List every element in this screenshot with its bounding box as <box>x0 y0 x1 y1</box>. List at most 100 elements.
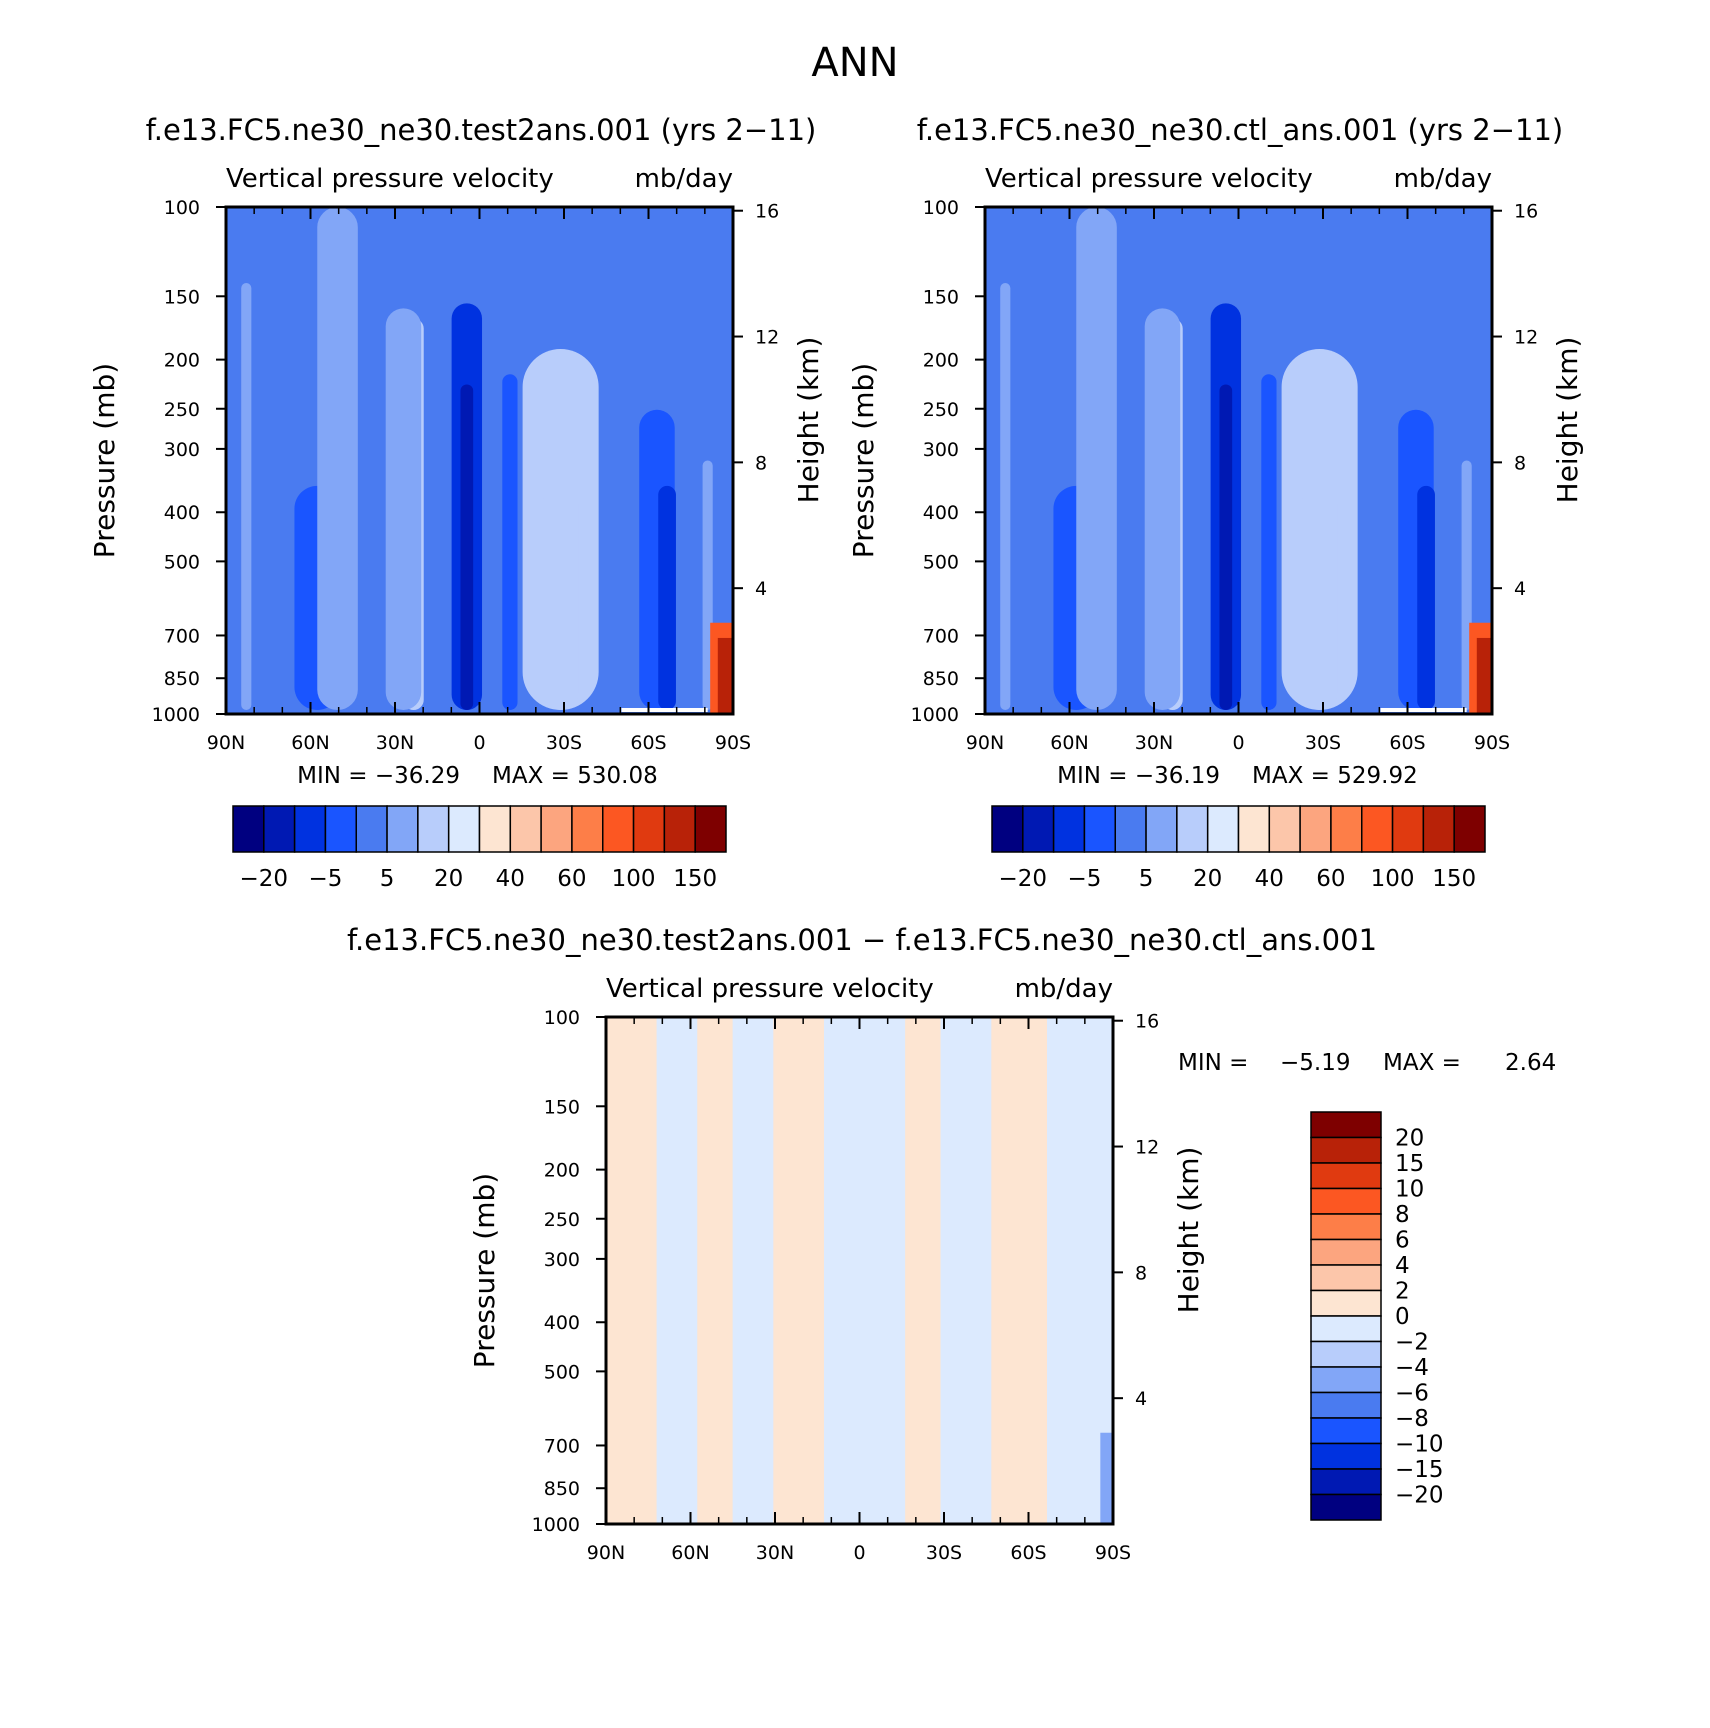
colorbar-label: −4 <box>1395 1355 1429 1381</box>
y-tick-label: 100 <box>164 197 200 219</box>
max-label: MAX = <box>1383 1050 1461 1076</box>
colorbar-swatch <box>417 805 450 853</box>
panel-subtitle-variable: Vertical pressure velocity <box>985 164 1313 194</box>
colorbar-swatch <box>1083 805 1116 853</box>
contour-fill-band <box>1380 708 1467 712</box>
y-axis-label: Pressure (mb) <box>88 363 121 558</box>
colorbar-label: 60 <box>1316 866 1345 892</box>
x-tick-label: 30N <box>376 732 414 754</box>
colorbar-swatch <box>632 805 666 853</box>
max-label: MAX = 530.08 <box>492 763 658 789</box>
contour-fill-band <box>1076 207 1117 710</box>
colorbar-label: −20 <box>999 866 1048 892</box>
y-axis: 100 150 200 250 300 400 500 700 850 1000 Pressure … <box>468 1007 606 1536</box>
y2-tick-label: 12 <box>755 327 779 349</box>
contour-field <box>985 207 1492 714</box>
colorbar-label: 20 <box>434 866 463 892</box>
colorbar-swatch <box>1310 1391 1382 1419</box>
max-label: MAX = 529.92 <box>1252 763 1418 789</box>
colorbar-swatch <box>1361 805 1394 853</box>
colorbar-swatch <box>1422 805 1455 853</box>
panel-subtitle-units: mb/day <box>635 164 733 194</box>
colorbar-swatch <box>1145 805 1178 853</box>
y-tick-label: 1000 <box>152 704 200 726</box>
contour-fill-band <box>542 485 579 710</box>
colorbar-swatch <box>1310 1213 1382 1241</box>
contour-fill-band <box>1000 283 1011 710</box>
panel-title: f.e13.FC5.ne30_ne30.test2ans.001 (yrs 2−… <box>146 113 817 147</box>
contour-fill-band <box>697 1017 733 1524</box>
panel-test: f.e13.FC5.ne30_ne30.test2ans.001 (yrs 2−… <box>88 113 825 892</box>
colorbar-label: 150 <box>673 866 717 892</box>
y2-tick-label: 8 <box>1514 452 1526 474</box>
colorbar-label: 10 <box>1395 1177 1424 1203</box>
contour-fill-band <box>1219 384 1233 710</box>
y-tick-label: 250 <box>164 399 200 421</box>
y-tick-label: 250 <box>923 399 959 421</box>
y2-tick-label: 8 <box>755 452 767 474</box>
x-tick-label: 60S <box>1010 1542 1046 1564</box>
contour-fill-band <box>658 485 676 710</box>
x-axis: 90N 60N 30N 0 30S 60S 90S <box>207 207 751 754</box>
contour-fill-band <box>1476 637 1492 714</box>
y-tick-label: 1000 <box>532 1514 580 1536</box>
x-tick-label: 30S <box>926 1542 962 1564</box>
colorbar-label: −20 <box>1395 1483 1444 1509</box>
y2-tick-label: 12 <box>1135 1137 1159 1159</box>
min-value: −5.19 <box>1280 1050 1350 1076</box>
y-tick-label: 500 <box>164 551 200 573</box>
y-tick-label: 150 <box>544 1096 580 1118</box>
y-axis: 100 150 200 250 300 400 500 700 850 1000 Pressure … <box>847 197 985 726</box>
contour-fill-band <box>317 207 358 710</box>
min-label: MIN = −36.19 <box>1057 763 1220 789</box>
colorbar: −20 −5 5 20 40 60 100 150 <box>232 805 727 892</box>
x-tick-label: 30S <box>546 732 582 754</box>
y-tick-label: 500 <box>544 1361 580 1383</box>
colorbar-label: −2 <box>1395 1330 1429 1356</box>
colorbar-label: −10 <box>1395 1432 1444 1458</box>
contour-fill-band <box>1261 374 1277 710</box>
y-tick-label: 400 <box>164 502 200 524</box>
x-tick-label: 30N <box>756 1542 794 1564</box>
colorbar-swatch <box>1310 1468 1382 1496</box>
colorbar-swatch <box>1022 805 1055 853</box>
y-tick-label: 500 <box>923 551 959 573</box>
contour-fill-band <box>1461 460 1472 710</box>
contour-field <box>606 1017 1113 1524</box>
colorbar-swatch <box>1330 805 1363 853</box>
x-tick-label: 90N <box>207 732 245 754</box>
colorbar-swatch <box>1310 1162 1382 1190</box>
y2-tick-label: 16 <box>1514 201 1538 223</box>
contour-fill-band <box>773 1017 825 1524</box>
max-value: 2.64 <box>1505 1050 1556 1076</box>
colorbar-swatch <box>324 805 357 853</box>
min-label: MIN = −36.29 <box>297 763 460 789</box>
colorbar-label: −6 <box>1395 1381 1429 1407</box>
panel-subtitle-variable: Vertical pressure velocity <box>226 164 554 194</box>
colorbar-swatch <box>1391 805 1425 853</box>
x-tick-label: 90N <box>587 1542 625 1564</box>
y-tick-label: 150 <box>923 286 959 308</box>
contour-fill-band <box>656 1017 698 1524</box>
colorbar-swatch <box>694 805 727 853</box>
colorbar-swatch <box>447 805 481 853</box>
colorbar-swatch <box>232 805 265 853</box>
contour-fill-band <box>460 384 474 710</box>
colorbar-swatch <box>1310 1136 1382 1164</box>
y-axis-label: Pressure (mb) <box>468 1173 501 1368</box>
colorbar-swatch <box>293 805 327 853</box>
colorbar-swatch <box>1310 1289 1382 1317</box>
y-tick-label: 300 <box>923 439 959 461</box>
y-tick-label: 200 <box>544 1160 580 1182</box>
y2-tick-label: 4 <box>1135 1388 1147 1410</box>
y-tick-label: 100 <box>923 197 959 219</box>
y2-tick-label: 4 <box>1514 578 1526 600</box>
panel-title: f.e13.FC5.ne30_ne30.test2ans.001 − f.e13… <box>347 923 1377 957</box>
colorbar-label: −5 <box>1067 866 1101 892</box>
y-tick-label: 400 <box>544 1312 580 1334</box>
colorbar-swatch <box>571 805 604 853</box>
panel-subtitle-units: mb/day <box>1015 974 1113 1004</box>
colorbar-swatch <box>1310 1264 1382 1292</box>
x-tick-label: 30S <box>1305 732 1341 754</box>
